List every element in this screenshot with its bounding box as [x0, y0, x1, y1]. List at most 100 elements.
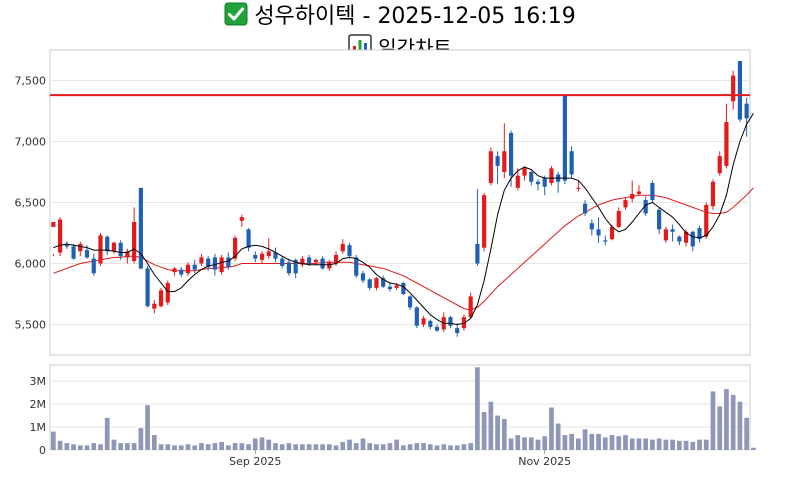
volume-bar: [528, 437, 534, 450]
candle-body: [111, 242, 117, 252]
price-tick-label: 5,500: [15, 319, 47, 332]
candle: [64, 241, 69, 249]
volume-bar: [421, 443, 426, 450]
candle-body: [535, 181, 541, 185]
candle-body: [630, 193, 635, 199]
candle: [710, 179, 716, 210]
volume-bar: [724, 389, 729, 450]
volume-bar: [481, 412, 487, 450]
candle-body: [387, 286, 392, 290]
volume-bar: [414, 443, 420, 450]
candle-body: [78, 243, 83, 252]
candle-body: [589, 223, 594, 230]
price-panel: 5,500 6,000 6,500 7,000 7,500: [15, 49, 754, 356]
volume-bar: [562, 435, 568, 450]
candle-body: [219, 257, 224, 273]
candle: [367, 278, 372, 291]
volume-bar: [522, 437, 527, 450]
moving-average-long: [53, 187, 754, 311]
volume-bar: [569, 433, 574, 450]
candle: [690, 230, 695, 252]
candle: [535, 179, 541, 191]
volume-bar: [670, 439, 675, 450]
candle-body: [185, 264, 191, 274]
candle-body: [434, 326, 440, 331]
candle: [630, 180, 635, 203]
candle: [643, 196, 648, 216]
candle: [300, 256, 305, 268]
candle: [239, 214, 244, 227]
candle: [482, 192, 487, 252]
candle-body: [542, 178, 547, 187]
candle: [313, 258, 318, 265]
volume-bar: [737, 401, 743, 450]
volume-bar: [232, 443, 238, 450]
candle-body: [704, 204, 709, 237]
candle: [286, 258, 292, 276]
check-mark-icon: [224, 2, 248, 34]
volume-bar: [468, 443, 474, 450]
volume-bar: [609, 435, 615, 450]
candle-body: [576, 187, 581, 189]
volume-tick-label: 0: [39, 444, 46, 457]
candle: [340, 239, 345, 254]
volume-bar: [434, 445, 440, 450]
candle-body: [731, 75, 736, 102]
candle: [677, 235, 682, 246]
candle-body: [381, 278, 386, 287]
volume-bar: [475, 367, 480, 450]
volume-bar: [300, 444, 305, 450]
volume-bar: [602, 437, 608, 450]
volume-bar: [542, 436, 548, 450]
candle: [515, 168, 520, 191]
candle: [569, 146, 574, 179]
volume-bar: [77, 445, 83, 450]
candle-body: [98, 235, 103, 264]
volume-bar: [656, 438, 662, 450]
volume-bar: [347, 439, 352, 450]
candle-body: [623, 200, 628, 208]
candle-body: [508, 132, 514, 176]
volume-bar: [407, 444, 413, 450]
volume-bar: [246, 444, 251, 450]
candle-body: [448, 317, 453, 326]
candle: [421, 315, 426, 327]
candle: [360, 270, 366, 284]
candle: [663, 226, 668, 243]
candle: [549, 165, 554, 186]
volume-bar: [104, 417, 110, 450]
candle: [697, 225, 702, 243]
candle-body: [138, 187, 143, 269]
candle-body: [367, 279, 372, 288]
volume-bar: [192, 445, 198, 450]
candle: [455, 323, 460, 337]
volume-bar: [98, 444, 103, 450]
volume-bar: [57, 440, 63, 450]
candle-body: [233, 237, 238, 259]
candle: [724, 103, 729, 169]
candle-body: [737, 60, 742, 120]
volume-bar: [71, 444, 76, 450]
x-tick-label: Nov 2025: [518, 455, 571, 468]
candle-body: [670, 229, 675, 232]
candle: [320, 256, 325, 270]
candle-body: [145, 268, 150, 307]
volume-bar: [360, 438, 366, 450]
volume-bar: [178, 445, 184, 450]
candle: [495, 151, 500, 185]
volume-bar: [488, 401, 494, 450]
candle-body: [293, 259, 298, 274]
candle-body: [428, 320, 433, 327]
candle-body: [300, 258, 305, 265]
volume-bar: [683, 440, 689, 450]
candle: [307, 254, 312, 266]
candle: [280, 256, 285, 269]
candle-body: [340, 243, 345, 252]
candle-body: [657, 209, 662, 230]
candle-body: [421, 318, 426, 325]
candle-body: [603, 240, 608, 242]
candle-body: [482, 195, 487, 248]
volume-bar: [717, 406, 723, 450]
candle: [408, 295, 413, 310]
candle-body: [118, 242, 123, 257]
